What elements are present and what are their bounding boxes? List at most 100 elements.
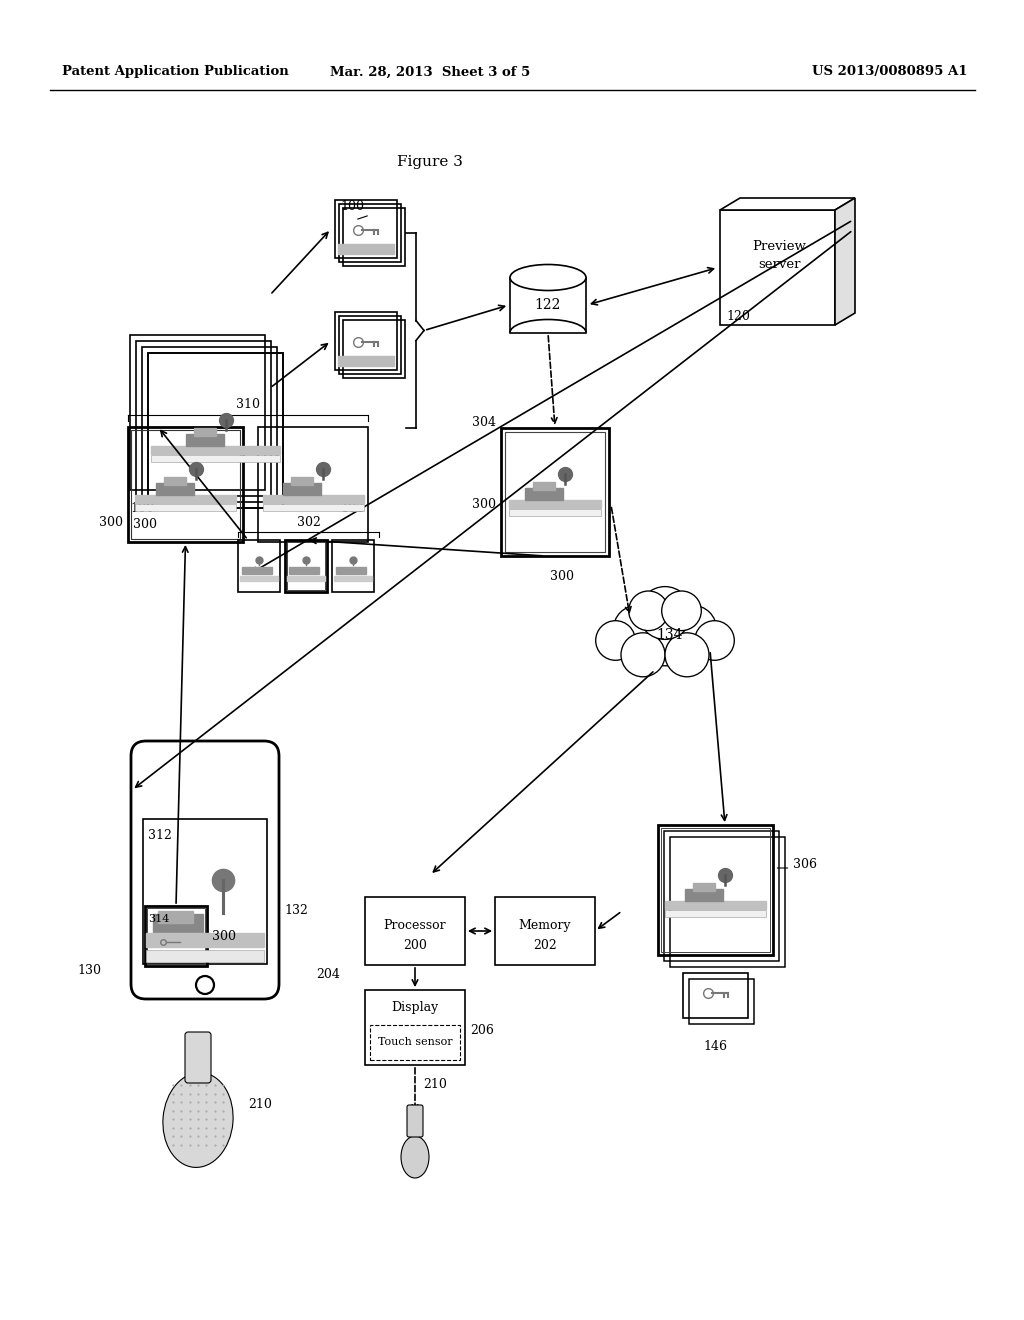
Bar xyxy=(291,477,313,484)
Bar xyxy=(285,540,327,591)
Bar xyxy=(240,576,278,581)
Bar xyxy=(136,341,271,496)
Bar xyxy=(142,347,278,502)
Bar xyxy=(148,352,283,508)
Bar xyxy=(336,566,366,574)
Text: 314: 314 xyxy=(148,913,169,924)
Bar xyxy=(657,825,772,954)
Bar xyxy=(130,335,265,490)
Circle shape xyxy=(634,605,695,665)
Polygon shape xyxy=(835,198,855,325)
Bar xyxy=(343,319,406,378)
Text: Figure 3: Figure 3 xyxy=(397,154,463,169)
Bar xyxy=(148,352,283,508)
Ellipse shape xyxy=(510,264,586,290)
Text: Display: Display xyxy=(391,1002,438,1015)
Text: 300: 300 xyxy=(212,929,236,942)
Circle shape xyxy=(669,606,717,653)
Ellipse shape xyxy=(163,1073,233,1167)
Bar xyxy=(153,913,203,932)
Bar xyxy=(151,455,280,462)
Text: 210: 210 xyxy=(248,1098,272,1111)
Circle shape xyxy=(639,586,691,639)
Bar xyxy=(158,911,193,924)
Bar xyxy=(143,818,267,964)
FancyBboxPatch shape xyxy=(185,1032,211,1082)
Text: Patent Application Publication: Patent Application Publication xyxy=(62,66,289,78)
Bar xyxy=(685,888,723,900)
Bar xyxy=(128,426,243,543)
Bar xyxy=(156,483,194,495)
Circle shape xyxy=(629,591,669,631)
Bar xyxy=(238,540,280,591)
Bar xyxy=(495,898,595,965)
Bar xyxy=(683,973,748,1018)
Text: 134: 134 xyxy=(656,628,683,642)
Bar xyxy=(339,205,401,261)
Bar xyxy=(262,495,364,503)
Bar xyxy=(665,900,766,908)
Text: 146: 146 xyxy=(703,1040,727,1052)
Circle shape xyxy=(621,632,665,677)
Ellipse shape xyxy=(401,1137,429,1177)
Text: Touch sensor: Touch sensor xyxy=(378,1038,453,1047)
Text: Mar. 28, 2013  Sheet 3 of 5: Mar. 28, 2013 Sheet 3 of 5 xyxy=(330,66,530,78)
Text: 304: 304 xyxy=(472,417,496,429)
Bar xyxy=(135,504,236,511)
Circle shape xyxy=(662,591,701,631)
Bar xyxy=(194,428,215,436)
Text: 200: 200 xyxy=(403,940,427,953)
Bar xyxy=(334,576,372,581)
Text: 300: 300 xyxy=(550,569,574,582)
Bar xyxy=(185,434,223,446)
Bar xyxy=(720,210,835,325)
Bar xyxy=(338,356,394,366)
Bar xyxy=(510,277,586,333)
Bar xyxy=(258,426,368,543)
FancyBboxPatch shape xyxy=(407,1105,423,1137)
Text: 130: 130 xyxy=(77,965,101,978)
Bar xyxy=(164,477,185,484)
Bar xyxy=(365,898,465,965)
Bar xyxy=(660,828,769,952)
Bar xyxy=(665,909,766,916)
Bar xyxy=(146,933,264,946)
Bar xyxy=(332,540,374,591)
Bar xyxy=(335,312,397,370)
Bar xyxy=(693,883,715,891)
Text: 312: 312 xyxy=(148,829,172,842)
Bar xyxy=(146,950,264,962)
Bar xyxy=(664,832,778,961)
Text: 306: 306 xyxy=(793,858,816,871)
Bar xyxy=(287,543,325,590)
Text: 102: 102 xyxy=(340,502,364,515)
Bar xyxy=(289,566,319,574)
Bar xyxy=(242,566,272,574)
Text: US 2013/0080895 A1: US 2013/0080895 A1 xyxy=(812,66,968,78)
Bar xyxy=(525,488,563,500)
Text: Processor: Processor xyxy=(384,919,446,932)
Bar xyxy=(509,510,601,516)
Bar xyxy=(370,1026,460,1060)
Bar xyxy=(534,482,555,490)
FancyBboxPatch shape xyxy=(131,741,279,999)
Circle shape xyxy=(665,632,709,677)
Bar xyxy=(287,576,325,581)
Text: 206: 206 xyxy=(470,1023,494,1036)
Circle shape xyxy=(694,620,734,660)
Circle shape xyxy=(596,620,635,660)
Text: 210: 210 xyxy=(423,1078,446,1092)
Bar xyxy=(343,209,406,267)
Text: 122: 122 xyxy=(535,298,561,312)
Text: 204: 204 xyxy=(316,969,340,982)
Text: 300: 300 xyxy=(133,519,157,532)
Text: 302: 302 xyxy=(297,516,321,528)
Text: Preview
server: Preview server xyxy=(753,239,807,271)
Text: 120: 120 xyxy=(726,310,750,323)
Bar xyxy=(262,504,364,511)
Bar xyxy=(135,495,236,503)
Text: 300: 300 xyxy=(99,516,123,528)
Text: 132: 132 xyxy=(284,903,308,916)
Bar xyxy=(501,428,609,556)
Text: Memory: Memory xyxy=(519,919,571,932)
